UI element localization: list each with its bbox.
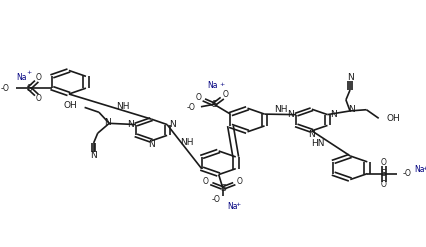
Text: +: + <box>26 70 32 75</box>
Text: N: N <box>127 120 133 129</box>
Text: Na: Na <box>206 81 217 90</box>
Text: S: S <box>219 184 225 193</box>
Text: N: N <box>104 118 110 127</box>
Text: -O: -O <box>1 84 10 93</box>
Text: Na: Na <box>16 73 26 82</box>
Text: N: N <box>148 140 155 149</box>
Text: -O: -O <box>401 169 410 178</box>
Text: N: N <box>169 120 176 129</box>
Text: O: O <box>35 94 41 103</box>
Text: O: O <box>236 177 242 186</box>
Text: N: N <box>286 110 293 119</box>
Text: O: O <box>202 177 208 186</box>
Text: +: + <box>421 166 426 171</box>
Text: OH: OH <box>386 114 400 123</box>
Text: OH: OH <box>63 101 77 110</box>
Text: HN: HN <box>311 139 324 148</box>
Text: N: N <box>348 105 354 114</box>
Text: -O: -O <box>211 195 220 204</box>
Text: NH: NH <box>179 138 193 147</box>
Text: Na: Na <box>226 202 237 211</box>
Text: N: N <box>308 130 314 139</box>
Text: S: S <box>26 84 32 93</box>
Text: O: O <box>380 158 386 167</box>
Text: -O: -O <box>186 103 195 112</box>
Text: O: O <box>35 73 41 82</box>
Text: O: O <box>222 90 228 100</box>
Text: NH: NH <box>273 105 286 114</box>
Text: O: O <box>380 181 386 189</box>
Text: S: S <box>211 100 216 109</box>
Text: O: O <box>196 93 201 102</box>
Text: +: + <box>219 82 225 87</box>
Text: +: + <box>235 202 240 207</box>
Text: N: N <box>90 151 97 160</box>
Text: NH: NH <box>116 102 130 111</box>
Text: N: N <box>346 73 353 82</box>
Text: Na: Na <box>414 165 424 174</box>
Text: S: S <box>380 169 386 178</box>
Text: N: N <box>329 110 336 119</box>
